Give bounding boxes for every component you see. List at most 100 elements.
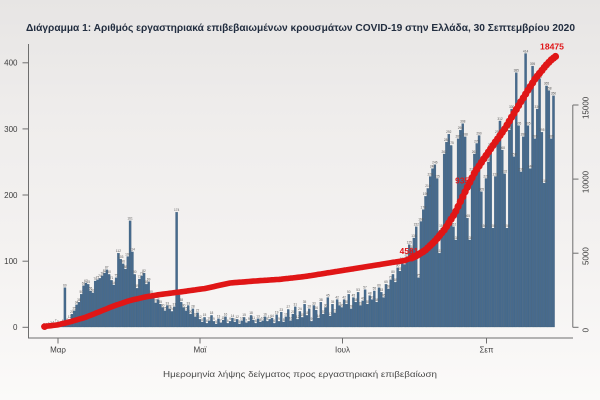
svg-text:205: 205 <box>479 188 485 192</box>
svg-text:69: 69 <box>147 277 151 281</box>
svg-text:9: 9 <box>213 317 215 321</box>
svg-text:73: 73 <box>138 275 142 279</box>
svg-text:278: 278 <box>474 139 480 143</box>
svg-text:7: 7 <box>220 318 222 322</box>
svg-text:298: 298 <box>458 126 464 130</box>
svg-text:14: 14 <box>231 314 235 318</box>
svg-text:16: 16 <box>224 313 228 317</box>
svg-text:70: 70 <box>93 277 97 281</box>
svg-text:200: 200 <box>4 191 18 200</box>
svg-text:20: 20 <box>70 310 74 314</box>
svg-text:6: 6 <box>227 319 229 323</box>
svg-text:135: 135 <box>411 234 417 238</box>
svg-text:8: 8 <box>201 318 203 322</box>
svg-text:37: 37 <box>154 299 158 303</box>
svg-text:150: 150 <box>481 224 487 228</box>
svg-text:80: 80 <box>133 270 137 274</box>
svg-text:18475: 18475 <box>540 42 564 52</box>
svg-text:31: 31 <box>173 303 177 307</box>
svg-text:33: 33 <box>166 301 170 305</box>
svg-text:65: 65 <box>145 280 149 284</box>
svg-text:90: 90 <box>396 264 400 268</box>
svg-text:160: 160 <box>418 217 424 221</box>
svg-text:28: 28 <box>307 305 311 309</box>
svg-text:55: 55 <box>89 287 93 291</box>
svg-text:288: 288 <box>521 133 527 137</box>
svg-text:161: 161 <box>127 217 133 221</box>
svg-text:132: 132 <box>453 236 459 240</box>
svg-text:0: 0 <box>582 327 591 332</box>
svg-text:78: 78 <box>100 272 104 276</box>
svg-text:114: 114 <box>130 248 135 252</box>
svg-text:16: 16 <box>263 313 267 317</box>
svg-text:258: 258 <box>511 152 517 156</box>
svg-text:80: 80 <box>391 270 395 274</box>
svg-text:26: 26 <box>314 306 318 310</box>
svg-text:250: 250 <box>486 158 492 162</box>
svg-text:400: 400 <box>4 59 18 68</box>
svg-text:288: 288 <box>462 133 468 137</box>
svg-text:5000: 5000 <box>582 247 591 265</box>
svg-text:53: 53 <box>380 288 384 292</box>
svg-text:14: 14 <box>317 314 321 318</box>
svg-text:35: 35 <box>303 300 307 304</box>
svg-text:7: 7 <box>246 318 248 322</box>
svg-text:10: 10 <box>289 316 293 320</box>
svg-text:25: 25 <box>184 307 188 311</box>
svg-text:59: 59 <box>135 284 139 288</box>
svg-text:8: 8 <box>234 318 236 322</box>
svg-text:48: 48 <box>368 291 372 295</box>
svg-text:174: 174 <box>174 208 180 212</box>
svg-text:210: 210 <box>425 184 431 188</box>
svg-text:198: 198 <box>423 192 429 196</box>
svg-text:38: 38 <box>179 298 183 302</box>
svg-text:25: 25 <box>163 307 167 311</box>
svg-text:8: 8 <box>259 318 261 322</box>
svg-text:15: 15 <box>242 313 246 317</box>
svg-text:365: 365 <box>544 82 550 86</box>
svg-text:53: 53 <box>356 288 360 292</box>
svg-text:67: 67 <box>84 279 88 283</box>
svg-text:28: 28 <box>168 305 172 309</box>
svg-text:74: 74 <box>98 274 102 278</box>
svg-text:45: 45 <box>382 293 386 297</box>
svg-text:16: 16 <box>193 313 197 317</box>
svg-text:308: 308 <box>460 119 466 123</box>
svg-text:58: 58 <box>387 285 391 289</box>
svg-text:262: 262 <box>441 150 447 154</box>
svg-text:20: 20 <box>321 310 325 314</box>
svg-text:30: 30 <box>182 303 186 307</box>
svg-text:72: 72 <box>389 275 393 279</box>
svg-text:228: 228 <box>428 172 434 176</box>
svg-text:5: 5 <box>215 320 217 324</box>
svg-text:22: 22 <box>196 309 200 313</box>
svg-text:280: 280 <box>444 138 450 142</box>
svg-text:64: 64 <box>112 281 116 285</box>
svg-text:285: 285 <box>455 135 461 139</box>
svg-text:18: 18 <box>249 311 253 315</box>
svg-text:107: 107 <box>125 252 131 256</box>
svg-text:45: 45 <box>326 293 330 297</box>
svg-text:31: 31 <box>293 303 297 307</box>
svg-text:Σεπ: Σεπ <box>479 346 494 355</box>
svg-text:33: 33 <box>186 301 190 305</box>
svg-text:8: 8 <box>283 318 285 322</box>
svg-text:112: 112 <box>116 249 121 253</box>
svg-text:15: 15 <box>203 313 207 317</box>
svg-text:395: 395 <box>530 62 536 66</box>
svg-text:38: 38 <box>77 298 81 302</box>
svg-text:292: 292 <box>495 130 501 134</box>
svg-text:80: 80 <box>107 270 111 274</box>
svg-text:10: 10 <box>261 316 265 320</box>
svg-text:6: 6 <box>206 319 208 323</box>
svg-text:20: 20 <box>291 310 295 314</box>
svg-text:12: 12 <box>296 315 300 319</box>
svg-text:298: 298 <box>507 126 513 130</box>
svg-text:28: 28 <box>349 305 353 309</box>
svg-text:290: 290 <box>476 131 482 135</box>
svg-text:50: 50 <box>79 290 83 294</box>
svg-text:60: 60 <box>63 283 67 287</box>
svg-text:71: 71 <box>110 276 114 280</box>
svg-text:19: 19 <box>275 311 279 315</box>
svg-text:100: 100 <box>4 257 18 266</box>
